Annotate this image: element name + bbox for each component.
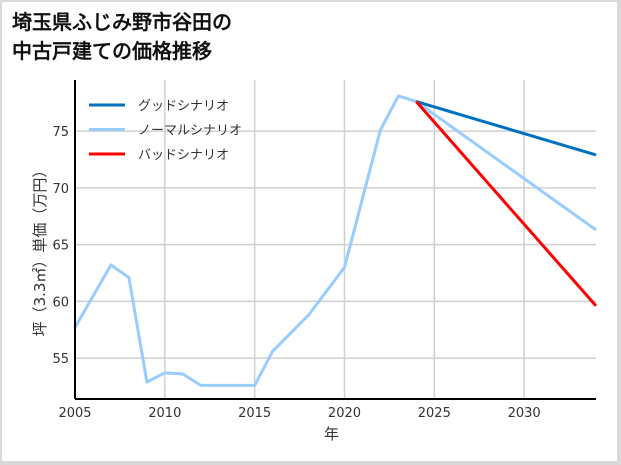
chart-title: 埼玉県ふじみ野市谷田の 中古戸建ての価格推移 — [12, 10, 232, 63]
x-tick-label: 2025 — [418, 406, 451, 421]
x-tick-label: 2005 — [58, 406, 91, 421]
legend-label: バッドシナリオ — [138, 148, 229, 163]
legend-label: ノーマルシナリオ — [138, 124, 242, 139]
series-line — [415, 100, 598, 307]
x-tick-label: 2010 — [148, 406, 181, 421]
y-tick-label: 75 — [52, 125, 69, 140]
x-tick-label: 2015 — [238, 406, 271, 421]
y-tick-label: 55 — [52, 352, 69, 367]
series-line — [415, 100, 597, 157]
legend-label: グッドシナリオ — [138, 99, 229, 114]
grid-lines — [74, 80, 596, 399]
chart-frame — [2, 2, 617, 461]
series-lines — [73, 94, 598, 387]
y-tick-label: 70 — [52, 182, 69, 197]
y-tick-label: 65 — [52, 239, 69, 254]
x-tick-label: 2020 — [328, 406, 361, 421]
axes: 2005 2010 2015 2020 2025 2030 55 60 65 70 75 年 坪（3.3… — [31, 80, 596, 443]
x-axis-label: 年 — [324, 425, 339, 443]
series-line — [73, 94, 597, 387]
y-tick-label: 60 — [52, 295, 69, 310]
y-axis-label: 坪（3.3㎡）単価（万円） — [31, 163, 49, 337]
x-tick-label: 2030 — [508, 406, 541, 421]
